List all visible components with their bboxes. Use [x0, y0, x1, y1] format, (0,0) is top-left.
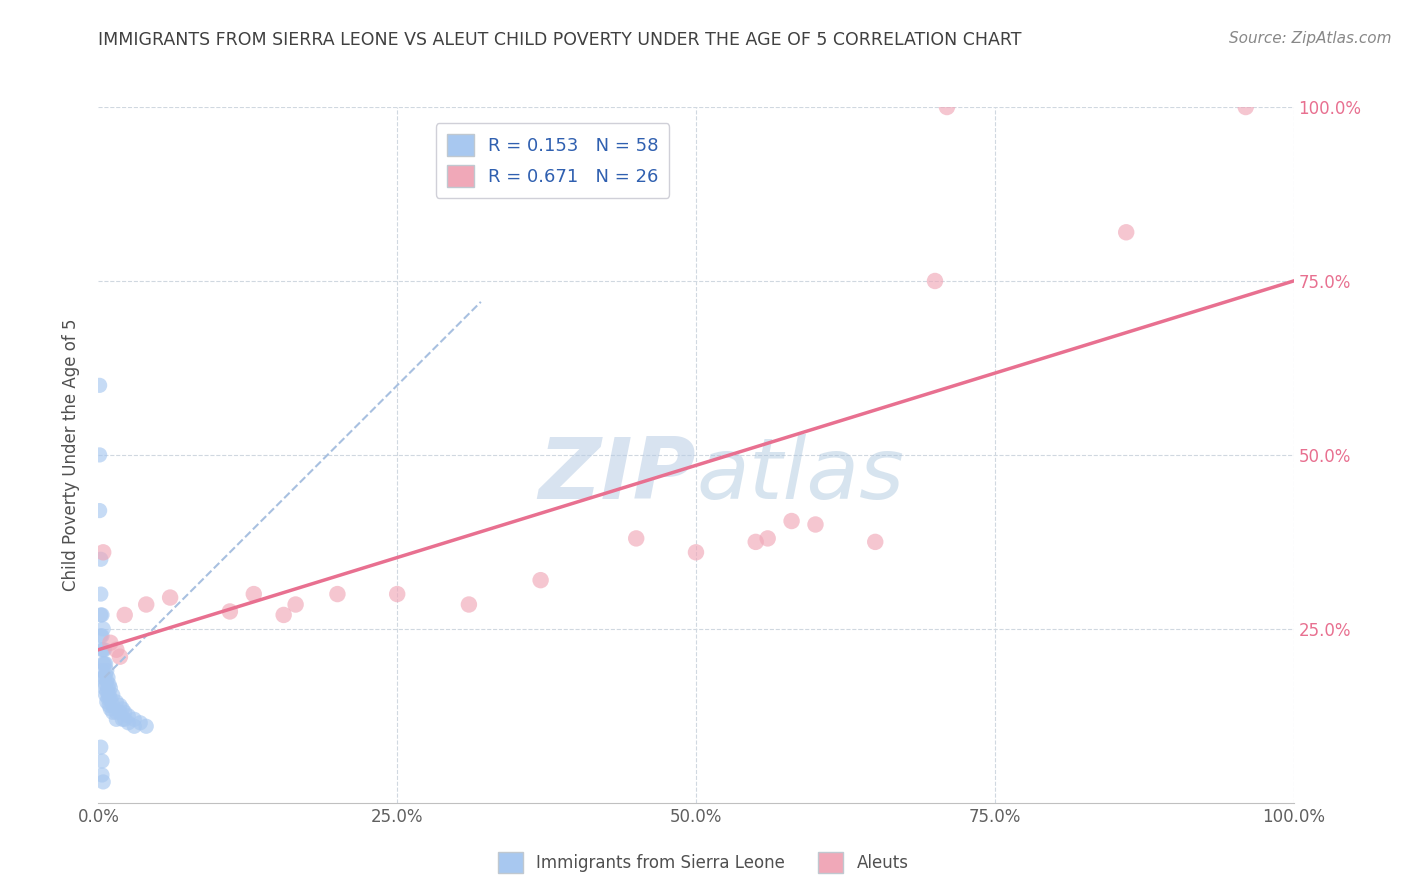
Point: [91, 622, 114, 636]
Point: [89, 503, 111, 517]
Point: [97, 671, 120, 685]
Point: [863, 535, 887, 549]
Point: [91, 657, 114, 671]
Point: [98, 677, 121, 691]
Point: [96, 664, 118, 678]
Point: [326, 587, 349, 601]
Text: Source: ZipAtlas.com: Source: ZipAtlas.com: [1229, 31, 1392, 46]
Point: [936, 100, 959, 114]
Point: [91, 775, 114, 789]
Point: [458, 598, 481, 612]
Point: [385, 587, 409, 601]
Point: [91, 545, 114, 559]
Point: [91, 671, 114, 685]
Point: [90, 629, 112, 643]
Point: [745, 535, 768, 549]
Point: [94, 667, 117, 681]
Point: [89, 448, 111, 462]
Point: [90, 587, 112, 601]
Point: [105, 712, 128, 726]
Point: [135, 719, 157, 733]
Point: [626, 532, 648, 546]
Point: [124, 712, 146, 726]
Point: [91, 768, 114, 782]
Point: [129, 715, 152, 730]
Point: [117, 715, 139, 730]
Point: [91, 642, 114, 657]
Text: atlas: atlas: [696, 434, 904, 517]
Point: [135, 598, 157, 612]
Text: ZIP: ZIP: [538, 434, 696, 517]
Point: [108, 649, 131, 664]
Point: [1115, 225, 1137, 239]
Text: IMMIGRANTS FROM SIERRA LEONE VS ALEUT CHILD POVERTY UNDER THE AGE OF 5 CORRELATI: IMMIGRANTS FROM SIERRA LEONE VS ALEUT CH…: [98, 31, 1022, 49]
Point: [97, 681, 120, 695]
Point: [97, 691, 120, 706]
Point: [91, 664, 114, 678]
Point: [94, 657, 117, 671]
Point: [105, 706, 128, 720]
Point: [96, 684, 118, 698]
Point: [93, 657, 115, 671]
Point: [219, 605, 242, 619]
Point: [98, 636, 122, 650]
Point: [1234, 100, 1257, 114]
Point: [93, 671, 115, 685]
Point: [117, 708, 139, 723]
Point: [111, 702, 134, 716]
Point: [89, 378, 111, 392]
Point: [98, 702, 122, 716]
Point: [284, 598, 307, 612]
Point: [159, 591, 181, 605]
Point: [101, 688, 124, 702]
Point: [93, 681, 115, 695]
Point: [101, 698, 124, 713]
Point: [804, 517, 827, 532]
Point: [105, 642, 128, 657]
Point: [273, 607, 295, 622]
Point: [114, 706, 136, 720]
Point: [111, 712, 134, 726]
Point: [780, 514, 803, 528]
Point: [114, 712, 136, 726]
Point: [529, 573, 551, 587]
Point: [91, 754, 114, 768]
Point: [98, 698, 121, 713]
Legend: R = 0.153   N = 58, R = 0.671   N = 26: R = 0.153 N = 58, R = 0.671 N = 26: [436, 123, 669, 198]
Point: [94, 688, 117, 702]
Point: [91, 642, 114, 657]
Point: [91, 629, 114, 643]
Point: [685, 545, 707, 559]
Point: [94, 677, 117, 691]
Point: [98, 691, 122, 706]
Point: [98, 688, 121, 702]
Point: [108, 706, 131, 720]
Point: [108, 698, 131, 713]
Point: [96, 674, 118, 689]
Y-axis label: Child Poverty Under the Age of 5: Child Poverty Under the Age of 5: [62, 318, 80, 591]
Point: [98, 681, 122, 695]
Point: [243, 587, 266, 601]
Point: [91, 607, 114, 622]
Point: [93, 642, 115, 657]
Point: [124, 719, 146, 733]
Point: [114, 607, 136, 622]
Point: [96, 695, 118, 709]
Point: [105, 695, 128, 709]
Point: [756, 532, 779, 546]
Legend: Immigrants from Sierra Leone, Aleuts: Immigrants from Sierra Leone, Aleuts: [491, 846, 915, 880]
Point: [924, 274, 946, 288]
Point: [101, 706, 124, 720]
Point: [90, 607, 112, 622]
Point: [90, 740, 112, 755]
Point: [90, 552, 112, 566]
